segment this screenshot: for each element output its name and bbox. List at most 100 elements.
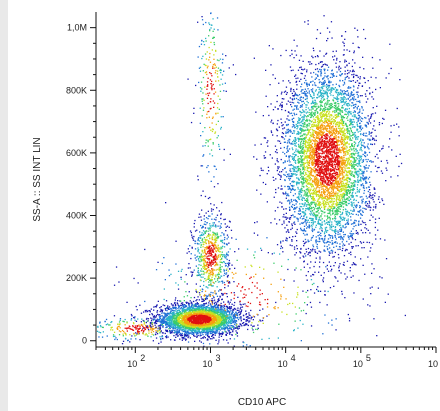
data-point xyxy=(197,328,199,330)
data-point xyxy=(321,230,323,233)
data-point xyxy=(306,71,308,73)
data-point xyxy=(396,107,398,110)
data-point xyxy=(289,203,291,205)
data-point xyxy=(228,332,231,334)
data-point xyxy=(324,215,326,217)
data-point xyxy=(164,315,166,317)
data-point xyxy=(338,105,340,107)
data-point xyxy=(320,94,322,96)
data-point xyxy=(280,93,283,95)
data-point xyxy=(225,313,227,315)
data-point xyxy=(357,231,359,234)
data-point xyxy=(341,73,343,75)
data-point xyxy=(236,335,239,337)
data-point xyxy=(213,282,215,284)
data-point xyxy=(212,36,215,38)
data-point xyxy=(288,111,290,113)
data-point xyxy=(228,320,230,322)
data-point xyxy=(305,104,307,106)
data-point xyxy=(187,330,189,333)
data-point xyxy=(362,133,364,136)
data-point xyxy=(359,160,361,162)
data-point xyxy=(135,305,137,308)
data-point xyxy=(172,307,174,309)
data-point xyxy=(338,109,340,111)
data-point xyxy=(297,170,299,172)
data-point xyxy=(369,138,371,140)
data-point xyxy=(300,340,302,342)
data-point xyxy=(236,317,239,319)
data-point xyxy=(170,308,172,310)
data-point xyxy=(374,155,376,158)
data-point xyxy=(232,317,235,319)
data-point xyxy=(190,325,193,327)
data-point xyxy=(357,210,359,213)
data-point xyxy=(310,275,312,277)
data-point xyxy=(114,335,116,337)
data-point xyxy=(342,97,344,99)
data-point xyxy=(339,263,341,265)
data-point xyxy=(295,154,297,156)
data-point xyxy=(211,302,214,304)
data-point xyxy=(344,227,346,229)
data-point xyxy=(301,182,303,184)
data-point xyxy=(324,81,326,83)
data-point xyxy=(334,230,336,232)
data-point xyxy=(99,321,101,323)
data-point xyxy=(224,272,226,274)
data-point xyxy=(123,321,125,323)
data-point xyxy=(302,92,305,94)
data-point xyxy=(181,329,183,332)
data-point xyxy=(223,218,225,221)
data-point xyxy=(220,311,222,313)
data-point xyxy=(357,214,359,216)
data-point xyxy=(221,323,223,325)
data-point xyxy=(205,298,207,301)
data-point xyxy=(297,126,299,128)
data-point xyxy=(364,124,366,126)
data-point xyxy=(164,314,167,316)
data-point xyxy=(291,143,293,145)
data-point xyxy=(229,313,231,315)
data-point xyxy=(176,332,179,335)
data-point xyxy=(227,236,229,238)
data-point xyxy=(174,306,176,308)
data-point xyxy=(216,301,219,303)
data-point xyxy=(331,243,333,245)
data-point xyxy=(223,312,226,314)
data-point xyxy=(350,121,352,123)
data-point xyxy=(335,221,337,223)
data-point xyxy=(237,328,239,330)
data-point xyxy=(291,227,293,229)
data-point xyxy=(219,289,221,291)
data-point xyxy=(228,318,230,320)
data-point xyxy=(359,206,362,208)
data-point xyxy=(381,172,384,174)
data-point xyxy=(179,308,181,310)
data-point xyxy=(370,293,372,295)
data-point xyxy=(236,327,239,329)
data-point xyxy=(362,153,364,156)
data-point xyxy=(265,69,267,71)
data-point xyxy=(283,220,285,222)
data-point xyxy=(160,320,162,322)
data-point xyxy=(291,126,294,128)
data-point xyxy=(300,269,302,271)
data-point xyxy=(169,321,171,323)
data-point xyxy=(289,161,291,163)
data-point xyxy=(342,245,344,247)
data-point xyxy=(357,153,359,155)
data-point xyxy=(190,271,192,273)
data-point xyxy=(332,73,334,75)
data-point xyxy=(176,325,179,327)
data-point xyxy=(344,61,346,63)
data-point xyxy=(301,199,303,201)
data-point xyxy=(346,197,348,199)
data-point xyxy=(344,244,346,246)
data-point xyxy=(364,151,366,153)
data-point xyxy=(339,70,342,73)
data-point xyxy=(293,112,295,114)
data-point xyxy=(224,321,226,323)
data-point xyxy=(113,315,116,317)
data-point xyxy=(215,168,217,170)
